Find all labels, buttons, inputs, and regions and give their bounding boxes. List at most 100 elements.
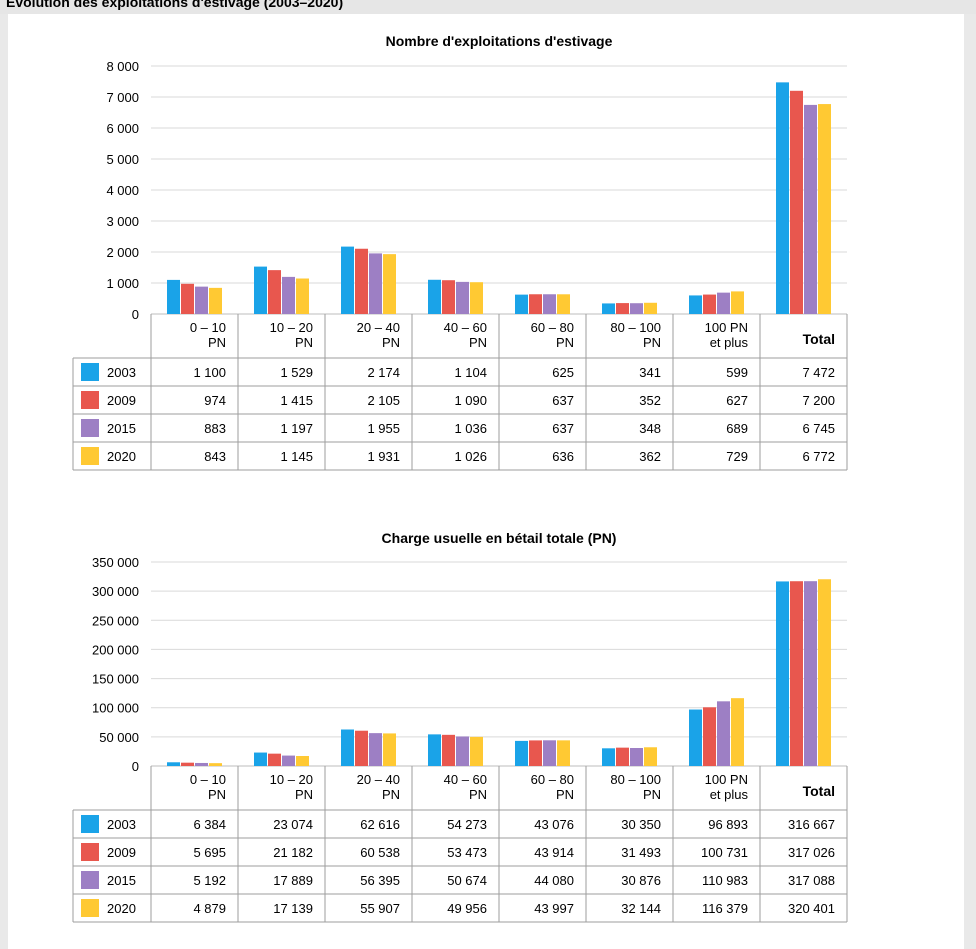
y-tick-label: 1 000 — [106, 276, 139, 291]
x-tick-label-line: PN — [295, 787, 313, 802]
data-label: 637 — [552, 393, 574, 408]
bar-2020 — [383, 254, 396, 314]
data-label: 23 074 — [273, 817, 313, 832]
bar-2009 — [790, 581, 803, 766]
x-tick-label-line: PN — [208, 335, 226, 350]
data-label: 1 145 — [280, 449, 313, 464]
bar-2020 — [644, 747, 657, 766]
x-tick-label-line: PN — [295, 335, 313, 350]
bar-2015 — [456, 736, 469, 766]
y-tick-label: 0 — [132, 307, 139, 322]
y-tick-label: 4 000 — [106, 183, 139, 198]
data-label: 4 879 — [193, 901, 226, 916]
data-label: 6 745 — [802, 421, 835, 436]
data-label: 7 200 — [802, 393, 835, 408]
bar-2009 — [442, 280, 455, 314]
bar-2015 — [630, 748, 643, 766]
bar-2020 — [731, 698, 744, 766]
x-tick-label-line: 100 PN — [705, 772, 748, 787]
data-label: 1 104 — [454, 365, 487, 380]
data-label: 56 395 — [360, 873, 400, 888]
bar-2003 — [254, 266, 267, 314]
data-label: 6 384 — [193, 817, 226, 832]
bar-2003 — [776, 82, 789, 314]
data-label: 21 182 — [273, 845, 313, 860]
x-tick-label-line: 80 – 100 — [610, 320, 661, 335]
x-tick-label-line: 10 – 20 — [270, 320, 313, 335]
legend-swatch-2009 — [81, 391, 99, 409]
bar-2020 — [557, 294, 570, 314]
data-label: 62 616 — [360, 817, 400, 832]
data-label: 689 — [726, 421, 748, 436]
bar-2015 — [195, 286, 208, 314]
data-label: 625 — [552, 365, 574, 380]
data-label: 1 100 — [193, 365, 226, 380]
bar-2003 — [341, 246, 354, 314]
bar-2020 — [470, 282, 483, 314]
bar-2015 — [804, 104, 817, 314]
data-label: 50 674 — [447, 873, 487, 888]
bar-2009 — [703, 294, 716, 314]
bar-2003 — [167, 279, 180, 314]
legend-swatch-2003 — [81, 363, 99, 381]
bar-2020 — [383, 733, 396, 766]
data-label: 2 105 — [367, 393, 400, 408]
data-label: 317 026 — [788, 845, 835, 860]
bar-2015 — [717, 292, 730, 314]
bar-2020 — [470, 736, 483, 766]
data-label: 1 090 — [454, 393, 487, 408]
y-tick-label: 0 — [132, 759, 139, 774]
y-tick-label: 200 000 — [92, 642, 139, 657]
data-label: 17 889 — [273, 873, 313, 888]
y-tick-label: 300 000 — [92, 584, 139, 599]
y-tick-label: 2 000 — [106, 245, 139, 260]
x-tick-label-line: 0 – 10 — [190, 320, 226, 335]
figure-title: Évolution des exploitations d'estivage (… — [6, 0, 344, 10]
y-tick-label: 350 000 — [92, 555, 139, 570]
bar-2009 — [529, 740, 542, 766]
bar-2015 — [456, 281, 469, 314]
x-tick-label-line: 40 – 60 — [444, 772, 487, 787]
data-label: 1 415 — [280, 393, 313, 408]
data-label: 30 350 — [621, 817, 661, 832]
legend-label: 2020 — [107, 449, 136, 464]
x-tick-label: Total — [803, 331, 835, 347]
bar-2003 — [515, 294, 528, 314]
bar-2009 — [442, 734, 455, 766]
legend-label: 2015 — [107, 873, 136, 888]
data-label: 1 197 — [280, 421, 313, 436]
data-label: 637 — [552, 421, 574, 436]
x-tick-label: 100 PN et plus — [705, 772, 749, 802]
legend-label: 2020 — [107, 901, 136, 916]
bar-2015 — [543, 294, 556, 314]
legend-swatch-2020 — [81, 447, 99, 465]
x-tick-label-line: 0 – 10 — [190, 772, 226, 787]
bar-2003 — [689, 295, 702, 314]
bar-2003 — [689, 709, 702, 766]
x-tick-label: 60 – 80 PN — [531, 772, 574, 802]
x-tick-label-line: 60 – 80 — [531, 320, 574, 335]
bar-2015 — [804, 581, 817, 766]
x-tick-label-line: 20 – 40 — [357, 320, 400, 335]
y-tick-label: 6 000 — [106, 121, 139, 136]
data-label: 5 192 — [193, 873, 226, 888]
bar-2003 — [602, 303, 615, 314]
data-label: 627 — [726, 393, 748, 408]
data-label: 55 907 — [360, 901, 400, 916]
bar-2020 — [731, 291, 744, 314]
chart-title: Nombre d'exploitations d'estivage — [386, 33, 613, 49]
x-tick-label: 60 – 80 PN — [531, 320, 574, 350]
y-tick-label: 5 000 — [106, 152, 139, 167]
x-tick-label-line: PN — [469, 335, 487, 350]
figure-panel: Nombre d'exploitations d'estivage 0 1 000 2… — [8, 14, 964, 949]
bar-2015 — [195, 762, 208, 766]
bar-2009 — [703, 707, 716, 766]
data-label: 43 914 — [534, 845, 574, 860]
x-tick-label-line: PN — [382, 335, 400, 350]
data-label: 1 026 — [454, 449, 487, 464]
bar-2020 — [818, 104, 831, 315]
bar-2003 — [515, 740, 528, 766]
bar-2015 — [717, 701, 730, 766]
bar-2009 — [268, 753, 281, 766]
bar-2003 — [776, 581, 789, 766]
